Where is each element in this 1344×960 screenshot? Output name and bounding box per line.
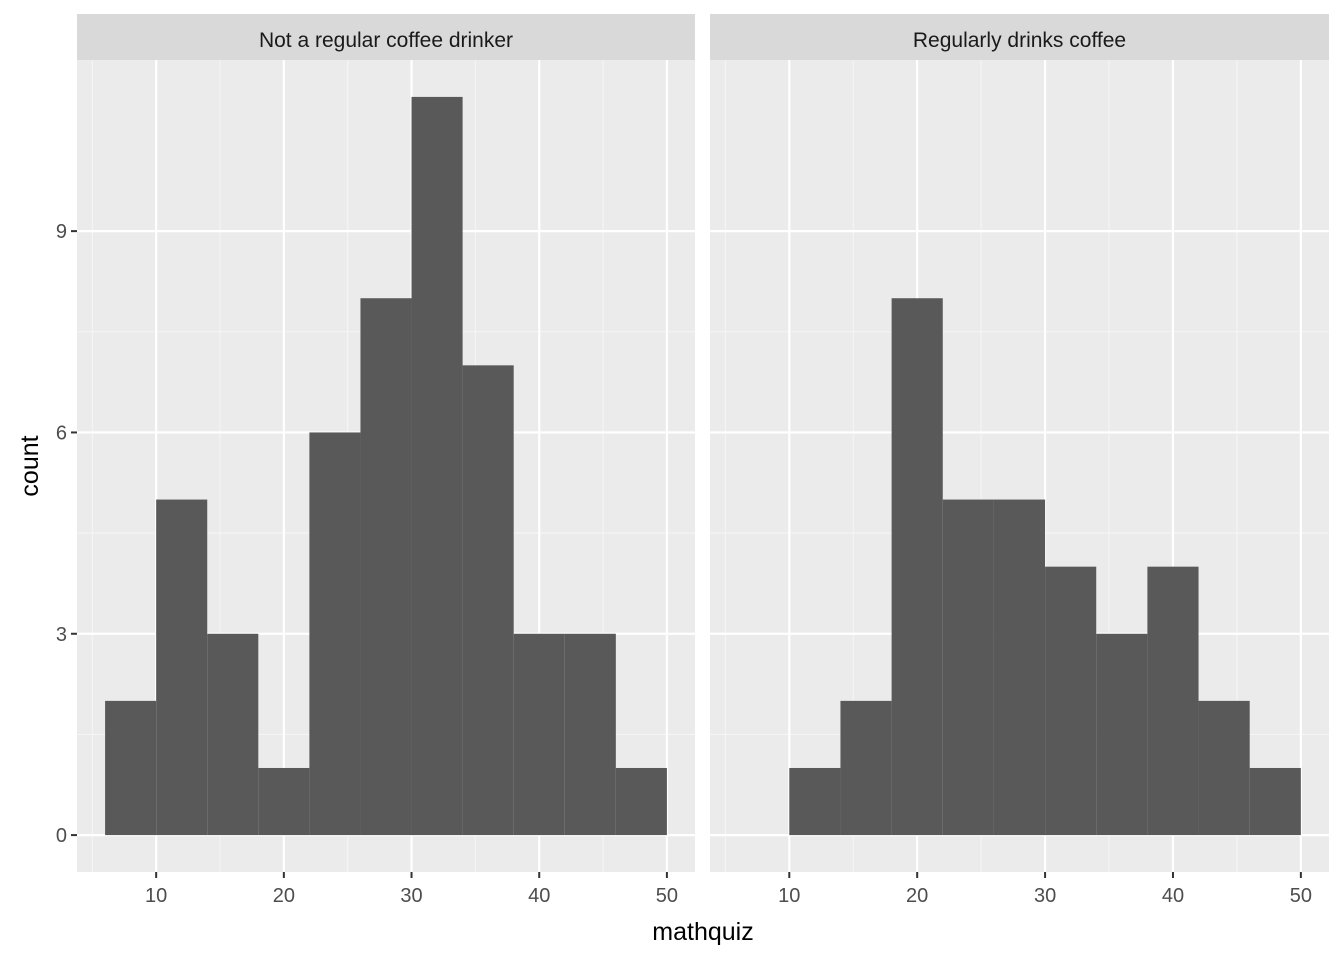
histogram-bar — [1249, 767, 1301, 836]
histogram-bar — [462, 365, 514, 836]
x-tick-label: 30 — [1034, 885, 1056, 907]
x-axis-title: mathquiz — [652, 918, 753, 946]
histogram-bar — [513, 633, 565, 836]
histogram-bar — [156, 499, 208, 836]
histogram-bar — [891, 298, 943, 836]
histogram-bar — [1198, 700, 1250, 836]
x-tick-label: 40 — [528, 885, 550, 907]
histogram-bar — [564, 633, 616, 836]
histogram-bar — [840, 700, 892, 836]
facet-strip — [710, 14, 1329, 60]
histogram-bar — [360, 298, 412, 836]
x-tick-label: 30 — [400, 885, 422, 907]
facet-strip-label: Not a regular coffee drinker — [259, 29, 513, 52]
facet-strip — [77, 14, 695, 60]
histogram-bar — [1045, 566, 1097, 836]
x-tick-label: 20 — [906, 885, 928, 907]
facet-panel-2: Regularly drinks coffee 10 20 30 40 50 — [710, 14, 1329, 907]
facet-panel-1: Not a regular coffee drinker 10 20 30 40 50 — [77, 14, 695, 907]
histogram-bar — [993, 499, 1046, 836]
x-tick-label: 50 — [1290, 885, 1312, 907]
histogram-bar — [1147, 566, 1199, 836]
y-tick-label: 0 — [56, 825, 67, 847]
y-tick-label: 6 — [56, 422, 67, 444]
histogram-bar — [411, 96, 463, 836]
y-tick-label: 3 — [56, 624, 67, 646]
x-tick-label: 40 — [1162, 885, 1184, 907]
y-axis-title: count — [16, 435, 44, 496]
histogram-bar — [309, 432, 361, 836]
histogram-bar — [615, 767, 667, 836]
y-axis: 0 3 6 9 — [56, 221, 77, 847]
histogram-bar — [789, 767, 841, 836]
x-tick-label: 10 — [145, 885, 167, 907]
histogram-bar — [258, 767, 310, 836]
histogram-bar — [207, 633, 259, 836]
x-tick-label: 50 — [656, 885, 678, 907]
facet-strip-label: Regularly drinks coffee — [913, 29, 1126, 52]
x-tick-label: 20 — [273, 885, 295, 907]
x-tick-label: 10 — [778, 885, 800, 907]
y-tick-label: 9 — [56, 221, 67, 243]
histogram-bar — [1096, 633, 1148, 836]
histogram-bar — [105, 700, 157, 836]
histogram-bar — [942, 499, 994, 836]
